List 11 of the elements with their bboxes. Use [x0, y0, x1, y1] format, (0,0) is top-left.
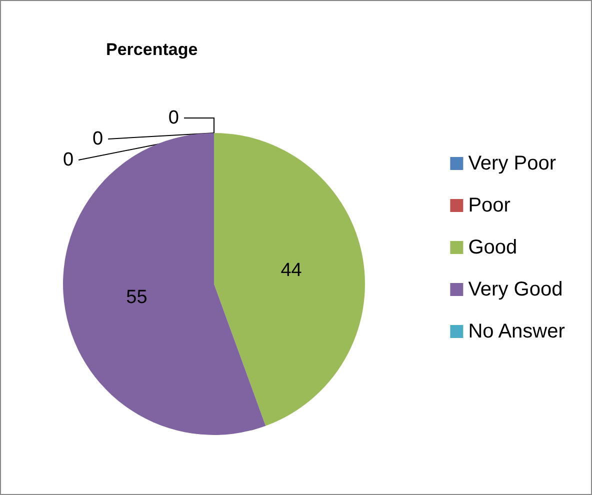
legend-label: Good — [468, 236, 518, 258]
legend-label: Very Good — [468, 278, 563, 300]
legend-label: Very Poor — [468, 152, 556, 174]
data-label: 44 — [280, 260, 302, 281]
text: 0 — [62, 150, 74, 170]
data-label: 55 — [126, 287, 148, 308]
text: 0 — [92, 128, 104, 150]
legend-label: Poor — [468, 194, 511, 216]
legend-label: No Answer — [468, 320, 566, 342]
chart-title: Percentage — [106, 40, 198, 59]
text: 0 — [168, 108, 179, 128]
